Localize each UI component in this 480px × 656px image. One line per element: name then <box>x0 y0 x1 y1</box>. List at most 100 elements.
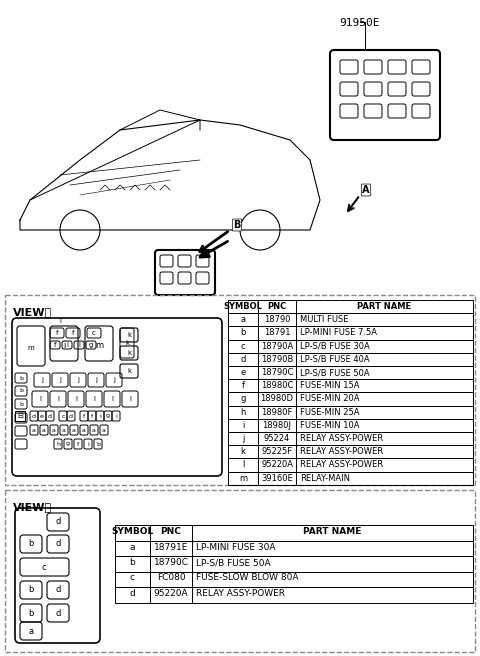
Text: VIEWⒷ: VIEWⒷ <box>13 502 52 512</box>
Text: FUSE-MIN 20A: FUSE-MIN 20A <box>300 394 360 403</box>
Text: a: a <box>240 315 246 324</box>
Text: LP-MINI FUSE 7.5A: LP-MINI FUSE 7.5A <box>300 329 377 337</box>
Text: 95225F: 95225F <box>262 447 293 456</box>
Text: l: l <box>75 396 77 402</box>
Bar <box>228 472 473 485</box>
Text: k: k <box>125 340 129 346</box>
Text: l: l <box>93 396 95 402</box>
Text: g: g <box>66 441 70 447</box>
Text: l: l <box>39 396 41 402</box>
Text: 18790A: 18790A <box>261 342 293 350</box>
Text: PART NAME: PART NAME <box>303 527 362 536</box>
Text: j: j <box>113 377 115 383</box>
Text: RELAY ASSY-POWER: RELAY ASSY-POWER <box>300 447 383 456</box>
Text: 18790C: 18790C <box>154 558 189 567</box>
Text: e: e <box>40 413 44 419</box>
Bar <box>228 300 473 313</box>
Text: k: k <box>127 368 131 374</box>
Text: a: a <box>72 428 76 432</box>
Text: i: i <box>87 441 89 447</box>
Text: i: i <box>66 342 68 348</box>
Text: j: j <box>41 377 43 383</box>
Text: LP-S/B FUSE 40A: LP-S/B FUSE 40A <box>300 355 370 364</box>
Text: PNC: PNC <box>267 302 287 311</box>
Text: j: j <box>59 377 61 383</box>
Bar <box>115 587 473 602</box>
Bar <box>228 327 473 340</box>
Text: SYMBOL: SYMBOL <box>224 302 263 311</box>
Text: h: h <box>56 441 60 447</box>
Text: 18790C: 18790C <box>261 368 293 377</box>
Text: d: d <box>55 539 60 548</box>
Text: 18790: 18790 <box>264 315 290 324</box>
Text: l: l <box>242 461 244 470</box>
Bar <box>115 525 473 541</box>
Text: a: a <box>62 428 66 432</box>
Text: h: h <box>240 407 246 417</box>
Bar <box>115 571 473 587</box>
Text: RELAY ASSY-POWER: RELAY ASSY-POWER <box>300 461 383 470</box>
Text: d: d <box>55 586 60 594</box>
Text: k: k <box>127 350 131 356</box>
Bar <box>228 313 473 327</box>
Bar <box>228 405 473 419</box>
Bar <box>228 432 473 445</box>
Text: a: a <box>82 428 86 432</box>
Text: 95224: 95224 <box>264 434 290 443</box>
Text: a: a <box>52 428 56 432</box>
Bar <box>115 541 473 556</box>
Text: FUSE-MIN 15A: FUSE-MIN 15A <box>300 381 360 390</box>
Text: LP-S/B FUSE 30A: LP-S/B FUSE 30A <box>300 342 370 350</box>
Text: PNC: PNC <box>161 527 181 536</box>
Text: ⊟: ⊟ <box>17 413 23 419</box>
Text: b: b <box>96 441 100 447</box>
Text: a: a <box>92 428 96 432</box>
Text: d: d <box>32 413 36 419</box>
Text: FUSE-MIN 10A: FUSE-MIN 10A <box>300 420 360 430</box>
Text: g: g <box>106 413 110 419</box>
Text: 95220A: 95220A <box>154 589 188 598</box>
Bar <box>228 392 473 405</box>
Text: SYMBOL: SYMBOL <box>111 527 154 536</box>
Text: d: d <box>55 518 60 527</box>
Text: d: d <box>55 609 60 617</box>
Text: e: e <box>240 368 246 377</box>
Text: 18791: 18791 <box>264 329 290 337</box>
Text: 91950E: 91950E <box>340 18 380 28</box>
Text: 18790B: 18790B <box>261 355 293 364</box>
Text: b: b <box>28 609 34 617</box>
Text: 95220A: 95220A <box>261 461 293 470</box>
Text: m: m <box>28 345 35 351</box>
Text: LP-MINI FUSE 30A: LP-MINI FUSE 30A <box>196 543 276 552</box>
Text: 18980F: 18980F <box>261 407 293 417</box>
Text: f: f <box>72 330 74 336</box>
Text: f: f <box>54 342 56 348</box>
Bar <box>228 366 473 379</box>
Text: RELAY ASSY-POWER: RELAY ASSY-POWER <box>300 434 383 443</box>
Text: l: l <box>129 396 131 402</box>
Text: 18791E: 18791E <box>154 543 188 552</box>
Bar <box>228 419 473 432</box>
Text: A: A <box>362 185 370 195</box>
Text: b: b <box>19 401 23 407</box>
Text: b: b <box>19 375 23 380</box>
Text: a: a <box>28 626 34 636</box>
Bar <box>115 556 473 571</box>
Text: c: c <box>61 413 65 419</box>
Text: i: i <box>78 342 80 348</box>
Text: PART NAME: PART NAME <box>358 302 411 311</box>
Bar <box>228 459 473 472</box>
Text: MULTI FUSE: MULTI FUSE <box>300 315 348 324</box>
Text: m: m <box>239 474 247 483</box>
Text: 39160E: 39160E <box>261 474 293 483</box>
Text: i: i <box>59 318 61 324</box>
Bar <box>228 445 473 459</box>
Text: RELAY ASSY-POWER: RELAY ASSY-POWER <box>196 589 285 598</box>
Text: i: i <box>63 342 65 350</box>
Text: c: c <box>130 573 135 583</box>
Bar <box>228 379 473 392</box>
Text: 18980J: 18980J <box>263 420 291 430</box>
Text: i: i <box>99 413 101 419</box>
Text: b: b <box>130 558 135 567</box>
Text: FUSE-MIN 25A: FUSE-MIN 25A <box>300 407 360 417</box>
